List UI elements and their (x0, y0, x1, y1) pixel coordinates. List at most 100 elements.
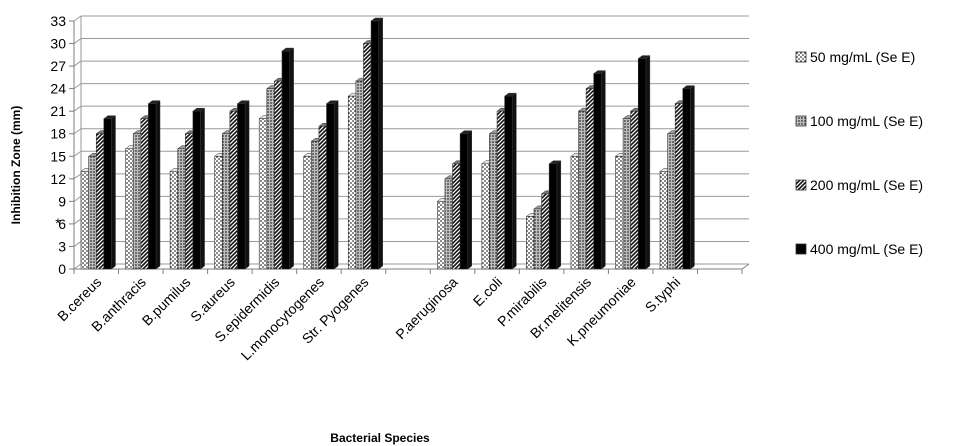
bar (355, 80, 364, 270)
bar (132, 133, 142, 270)
y-tick-label: 27 (50, 58, 66, 74)
bar (452, 163, 461, 270)
x-tick-label: B.pumilus (139, 274, 194, 329)
bar (622, 118, 631, 270)
bar (363, 43, 372, 270)
bar (637, 58, 647, 270)
y-tick-label: 9 (58, 193, 66, 209)
grid-line-diag (73, 128, 82, 135)
bar (541, 193, 550, 270)
bar (585, 88, 595, 270)
bar-side (645, 55, 651, 270)
bar (437, 201, 446, 270)
grid-line-diag (73, 263, 82, 270)
bar (88, 155, 97, 270)
legend-label: 100 mg/mL (Se E) (810, 113, 923, 129)
legend-swatch (795, 51, 807, 63)
bar (103, 118, 112, 270)
bar (318, 125, 327, 270)
bar (578, 110, 587, 270)
legend-swatch (795, 243, 807, 255)
bar (459, 133, 469, 270)
x-tick-label: P.aeruginosa (392, 274, 461, 343)
y-tick-label: 30 (50, 36, 66, 52)
y-tick-label: 18 (50, 126, 66, 142)
bar (570, 155, 579, 270)
bar (281, 50, 290, 270)
bar (659, 171, 668, 270)
bar (444, 178, 453, 270)
legend-label: 50 mg/mL (Se E) (810, 49, 915, 65)
bar (667, 133, 676, 270)
bar (214, 155, 223, 270)
bar (169, 171, 179, 270)
bar (274, 80, 283, 270)
bar-side (467, 130, 472, 270)
bar (237, 103, 246, 270)
bar (481, 163, 490, 270)
bar (311, 140, 320, 270)
x-tick-label: E.coli (470, 274, 506, 310)
bar (125, 148, 134, 270)
bar (674, 103, 684, 270)
bar (326, 103, 335, 270)
bar-side (244, 100, 250, 270)
bar (148, 103, 157, 270)
grid-line-diag (73, 241, 82, 247)
y-tick-label: 12 (50, 171, 66, 187)
bar-side (556, 160, 562, 270)
y-tick-label: 15 (50, 148, 66, 164)
bar (682, 88, 691, 270)
bar-side (289, 47, 294, 270)
y-tick-label: 24 (50, 81, 66, 97)
bar (496, 110, 505, 270)
legend-label: 200 mg/mL (Se E) (810, 177, 923, 193)
annotation-asterisk: * (55, 215, 61, 231)
bar (185, 133, 194, 270)
bar (504, 95, 513, 270)
bar (615, 155, 624, 270)
grid-line-diag (73, 15, 82, 22)
bar-side (200, 107, 205, 270)
bar (370, 20, 379, 270)
bar (258, 118, 268, 270)
y-tick-label: 3 (58, 238, 66, 254)
bar (489, 133, 498, 270)
bar-side (690, 85, 695, 270)
bar-side (111, 115, 116, 270)
x-tick-label: L.monocytogenes (238, 274, 327, 363)
grid-line-diag (73, 83, 82, 90)
bar (177, 148, 186, 270)
grid-line-diag (73, 150, 82, 157)
bar-side (333, 100, 339, 270)
grid-line-diag (73, 105, 82, 112)
y-tick-label: 6 (58, 216, 66, 232)
bar (140, 118, 149, 270)
grid-line-diag (73, 195, 82, 202)
bar (593, 73, 602, 270)
bar (303, 155, 312, 270)
legend: 50 mg/mL (Se E) 100 mg/mL (Se E) 200 mg/mL… (795, 49, 923, 257)
grid-line-diag (73, 38, 82, 44)
y-tick-label: 21 (50, 103, 66, 119)
bar (95, 133, 105, 270)
legend-label: 400 mg/mL (Se E) (810, 241, 923, 257)
grid-line-diag (73, 218, 82, 225)
bar (229, 110, 238, 270)
bar (548, 163, 558, 270)
legend-swatch (795, 115, 807, 127)
bar-side (155, 100, 161, 270)
x-tick-label: S.typhi (642, 274, 684, 316)
bar (192, 110, 201, 270)
legend-swatch (795, 179, 807, 191)
floor-edge (741, 263, 750, 270)
grid-line-diag (73, 173, 82, 180)
grid-line-diag (73, 60, 82, 67)
x-axis-title: Bacterial Species (330, 431, 430, 445)
bars (80, 17, 696, 270)
bar (347, 95, 357, 270)
bar (266, 88, 275, 270)
bar (221, 133, 231, 270)
